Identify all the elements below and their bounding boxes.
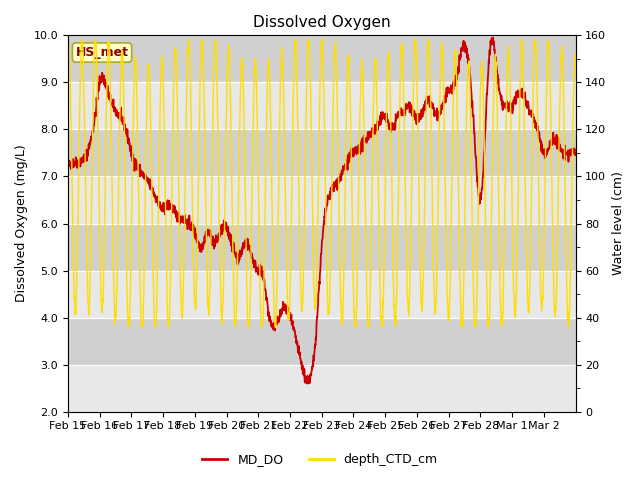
Text: HS_met: HS_met (76, 46, 129, 59)
Y-axis label: Dissolved Oxygen (mg/L): Dissolved Oxygen (mg/L) (15, 144, 28, 302)
Bar (68, 224, 575, 271)
Title: Dissolved Oxygen: Dissolved Oxygen (253, 15, 390, 30)
Bar (68, 36, 575, 83)
Bar (68, 83, 575, 130)
Bar (68, 177, 575, 224)
Bar (68, 271, 575, 318)
Y-axis label: Water level (cm): Water level (cm) (612, 171, 625, 276)
Legend: MD_DO, depth_CTD_cm: MD_DO, depth_CTD_cm (197, 448, 443, 471)
Bar (68, 365, 575, 412)
Bar (68, 318, 575, 365)
Bar (68, 130, 575, 177)
